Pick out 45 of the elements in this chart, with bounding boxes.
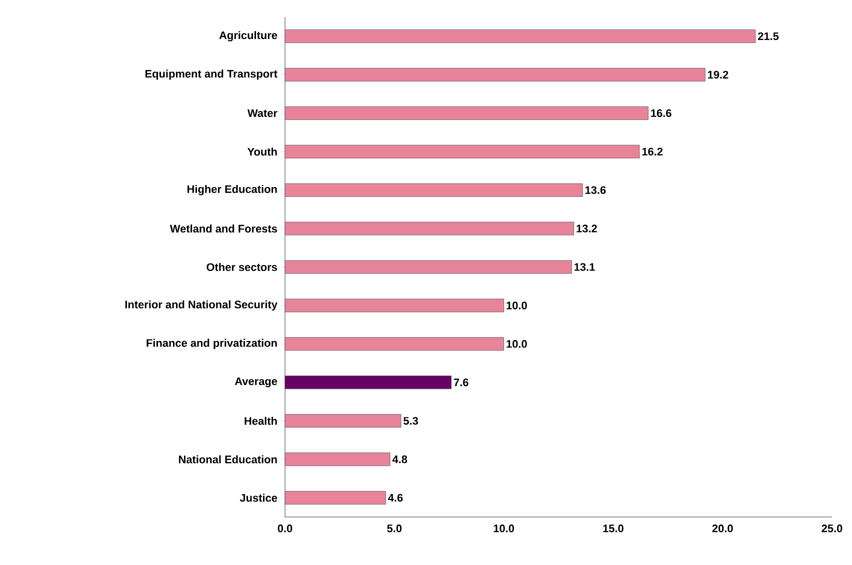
data-label: 13.1 [574,263,595,271]
x-tick-label: 15.0 [603,524,624,532]
x-tick-label: 0.0 [278,524,292,532]
data-label: 16.2 [642,148,663,156]
y-tick-label: Finance and privatization [146,338,277,350]
bar [284,30,756,43]
y-tick-label: Water [247,109,278,117]
data-label: 13.6 [585,186,606,194]
y-tick-label: Interior and National Security [125,300,278,311]
data-label: 13.2 [576,224,597,232]
data-label: 19.2 [708,70,728,79]
x-tick-label: 25.0 [822,524,842,532]
bar [284,183,583,197]
x-tick-label: 5.0 [387,524,402,532]
y-tick-label: Justice [240,494,278,502]
data-label: 16.6 [651,109,672,118]
bar [284,106,648,120]
data-label: 7.6 [454,378,468,386]
bar [284,414,402,428]
bar [284,491,386,504]
y-tick-label: National Education [178,455,277,464]
data-label: 4.6 [388,494,403,502]
y-tick-label: Equipment and Transport [145,70,278,80]
bar [284,144,640,158]
bar [284,337,504,351]
data-label: 21.5 [758,32,779,40]
bar [284,376,452,390]
x-tick-label: 10.0 [494,524,514,532]
y-tick-label: Agriculture [219,31,278,42]
bar [284,222,574,236]
data-label: 4.8 [392,455,408,464]
data-label: 5.3 [404,416,418,425]
data-label: 10.0 [506,302,527,310]
y-tick-label: Other sectors [206,262,278,272]
y-tick-label: Higher Education [188,184,277,196]
y-tick-label: Youth [247,148,277,156]
data-label: 10.0 [506,340,527,348]
y-tick-label: Average [234,377,278,388]
y-tick-label: Health [244,416,277,425]
bar [284,298,504,312]
bar [284,68,706,82]
bar [284,260,572,274]
y-tick-label: Wetland and Forests [170,224,278,233]
bar [284,452,390,466]
x-tick-label: 20.0 [712,524,733,532]
